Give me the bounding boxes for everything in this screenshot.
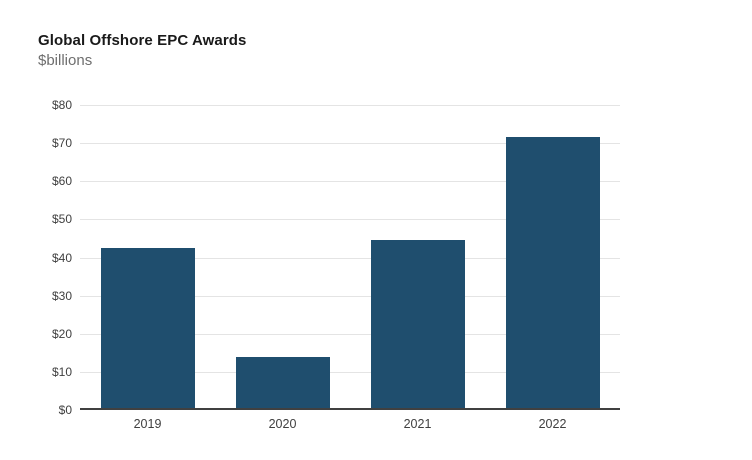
y-gridline — [80, 219, 620, 221]
y-axis-tick-label: $80 — [51, 98, 72, 112]
y-axis-tick-label: $10 — [51, 364, 72, 379]
chart-subtitle: $billions — [38, 52, 93, 69]
y-gridline — [80, 257, 620, 259]
y-axis-tick-label: $30 — [51, 288, 72, 303]
y-gridline — [80, 371, 620, 373]
y-axis-tick-label: $0 — [58, 403, 72, 417]
y-axis-tick-label: $40 — [51, 250, 72, 265]
x-axis-tick-label: 2019 — [133, 417, 162, 431]
y-gridline — [80, 181, 620, 183]
bar-2020[interactable] — [235, 356, 330, 408]
bar-2019[interactable] — [100, 247, 195, 408]
bar-2022[interactable] — [505, 137, 600, 408]
y-axis-tick-label: $50 — [51, 212, 72, 227]
x-axis-tick-label: 2020 — [268, 417, 297, 431]
x-axis-tick-label: 2021 — [403, 417, 432, 431]
chart-header: Global Offshore EPC Awards $billions — [38, 31, 246, 70]
bar-chart-plot-area: $0 $10 $20 $30 $40 $50 $60 $70 $80 2019 2020 2021 20… — [52, 98, 620, 431]
y-axis-tick-label: $20 — [51, 326, 72, 341]
y-axis-tick-label: $70 — [51, 136, 72, 151]
y-gridline — [80, 333, 620, 335]
chart-title: Global Offshore EPC Awards — [38, 32, 247, 49]
y-axis-tick-label: $60 — [51, 174, 72, 189]
y-gridline — [80, 143, 620, 145]
x-axis-tick-label: 2022 — [538, 417, 567, 431]
bar-2021[interactable] — [370, 240, 465, 408]
y-gridline — [80, 105, 620, 106]
y-gridline — [80, 295, 620, 297]
